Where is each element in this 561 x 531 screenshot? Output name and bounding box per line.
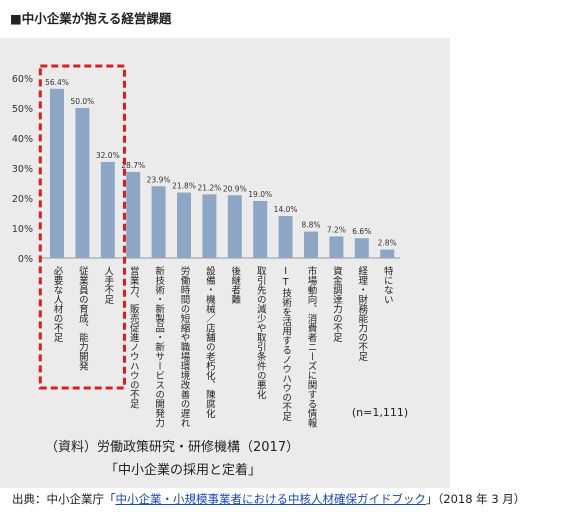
category-label: 設備・機械／店舗の老朽化、陳腐化 [204, 265, 216, 419]
bar-value-label: 56.4% [45, 78, 69, 87]
bar-value-label: 7.2% [327, 225, 346, 234]
category-label: 経理・財務能力の不足 [356, 265, 368, 362]
category-label: 後継者難 [229, 265, 241, 305]
bar [100, 162, 115, 258]
bar [177, 192, 191, 258]
category-label: 市場動向、消費者ニーズに関する情報 [306, 265, 318, 428]
bar-value-label: 21.2% [197, 183, 221, 192]
y-tick-label: 40% [12, 134, 33, 145]
guidebook-link[interactable]: 中小企業・小規模事業者における中核人材確保ガイドブック [115, 492, 427, 506]
bar [354, 238, 369, 258]
y-tick-label: 50% [12, 104, 33, 115]
bar-value-label: 23.9% [147, 175, 171, 184]
bar-chart: 0% 10% 20% 30% 40% 50% 60% 56.4% 必要な人材の不足 50.0% 従業… [12, 64, 408, 428]
category-label: IT技術を活用するノウハウの不足 [280, 266, 292, 422]
bar-value-label: 8.8% [301, 221, 320, 230]
bar [126, 171, 141, 258]
bar-value-label: 14.0% [274, 205, 298, 214]
y-tick-label: 30% [12, 164, 33, 175]
bar-value-label: 32.0% [96, 151, 120, 160]
bar [380, 249, 395, 258]
data-source-caption: （資料）労働政策研究・研修機構（2017） [45, 440, 300, 455]
sample-size-note: (n=1,111) [352, 406, 408, 419]
bar [50, 88, 64, 258]
category-label: 特にない [382, 265, 394, 304]
category-label: 労働時間の短縮や職場環境改善の遅れ [179, 265, 191, 427]
y-tick-label: 0% [18, 254, 33, 265]
bar [304, 231, 318, 258]
bar [253, 201, 268, 258]
category-label: 営業力、販売促進ノウハウの不足 [128, 265, 140, 409]
bar-value-label: 21.8% [172, 182, 196, 191]
category-label: 人手不足 [102, 266, 114, 305]
category-label: 取引先の減少や取引条件の悪化 [255, 266, 267, 400]
bar-value-label: 6.6% [352, 227, 371, 236]
bar [329, 236, 344, 258]
bar-value-label: 19.0% [248, 190, 272, 199]
y-tick-label: 10% [12, 224, 33, 235]
y-tick-label: 60% [12, 74, 33, 85]
chart-heading: ■中小企業が抱える経営課題 [10, 11, 172, 26]
data-source-title: 「中小企業の採用と定着」 [105, 463, 262, 478]
bar-value-label: 2.8% [378, 239, 397, 248]
bar [227, 195, 242, 258]
category-label: 従業員の育成、能力開発 [77, 265, 89, 371]
category-label: 資金調達力の不足 [331, 265, 343, 343]
source-line: 出典：中小企業庁「中小企業・小規模事業者における中核人材確保ガイドブック」（20… [12, 491, 525, 507]
bar-value-label: 28.7% [121, 161, 145, 170]
bar-value-label: 50.0% [70, 97, 94, 106]
source-prefix: 出典：中小企業庁「 [12, 492, 116, 506]
y-tick-label: 20% [12, 194, 33, 205]
highlight-box [38, 64, 126, 390]
chart-panel: 0% 10% 20% 30% 40% 50% 60% 56.4% 必要な人材の不足 50.0% 従業… [0, 38, 450, 488]
category-label: 新技術・新製品・新サービスの開発力 [153, 265, 165, 428]
bar [202, 194, 217, 258]
bar [75, 108, 90, 258]
bar [151, 186, 166, 258]
category-label: 必要な人材の不足 [52, 265, 64, 343]
bar-value-label: 20.9% [223, 184, 247, 193]
source-suffix: 」（2018 年 3 月） [426, 492, 526, 506]
bar [278, 216, 293, 258]
